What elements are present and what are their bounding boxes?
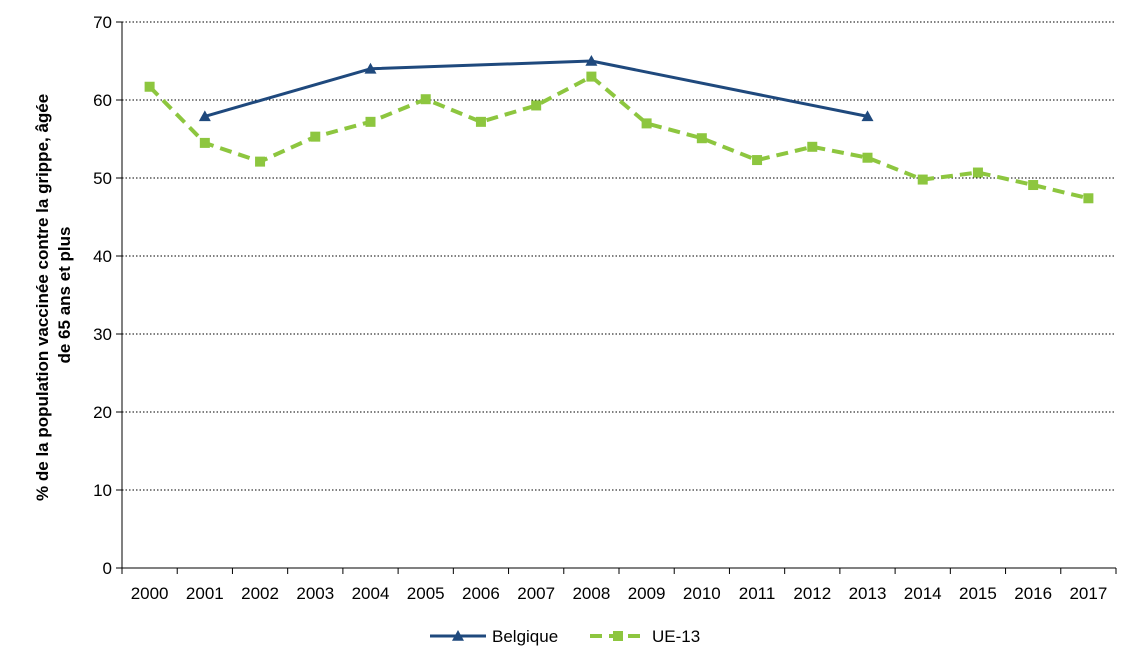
series-2-point-2007 xyxy=(531,100,542,111)
series-1-point-2008 xyxy=(585,55,598,66)
y-tick-label-70: 70 xyxy=(93,13,112,32)
series-2-point-2000 xyxy=(144,81,155,92)
legend-swatch-marker-2 xyxy=(613,631,623,641)
x-tick-label-2016: 2016 xyxy=(1014,584,1052,603)
x-tick-label-2012: 2012 xyxy=(793,584,831,603)
y-tick-label-60: 60 xyxy=(93,91,112,110)
y-tick-label-30: 30 xyxy=(93,325,112,344)
x-tick-label-2001: 2001 xyxy=(186,584,224,603)
series-2-point-2002 xyxy=(255,156,266,167)
x-tick-label-2009: 2009 xyxy=(628,584,666,603)
series-1-point-2001 xyxy=(198,110,211,122)
y-tick-label-40: 40 xyxy=(93,247,112,266)
x-tick-label-2013: 2013 xyxy=(849,584,887,603)
x-tick-label-2005: 2005 xyxy=(407,584,445,603)
y-axis-label: % de la population vaccinée contre la gr… xyxy=(33,89,74,501)
series-2-point-2005 xyxy=(420,94,431,105)
series-2 xyxy=(144,71,1094,204)
series-1 xyxy=(198,55,874,122)
gridlines xyxy=(122,21,1116,491)
y-axis-label-line2: de 65 ans et plus xyxy=(55,227,74,364)
x-tick-label-2015: 2015 xyxy=(959,584,997,603)
series-2-point-2016 xyxy=(1028,180,1039,191)
x-tick-label-2008: 2008 xyxy=(572,584,610,603)
x-tick-label-2004: 2004 xyxy=(352,584,390,603)
y-axis-label-line1: % de la population vaccinée contre la gr… xyxy=(33,94,52,501)
x-tick-labels: 2000 2001 2002 2003 2004 2005 2006 2007 2008 2009… xyxy=(131,584,1108,603)
series-1-point-2013 xyxy=(861,110,874,122)
series-2-point-2012 xyxy=(807,141,818,152)
y-tick-labels: 0 10 20 30 40 50 60 70 xyxy=(93,13,112,578)
x-tick-label-2010: 2010 xyxy=(683,584,721,603)
y-tick-label-50: 50 xyxy=(93,169,112,188)
y-tick-label-0: 0 xyxy=(103,559,112,578)
x-tick-label-2006: 2006 xyxy=(462,584,500,603)
legend-swatch-marker-1 xyxy=(452,630,464,641)
y-tick-label-10: 10 xyxy=(93,481,112,500)
x-tick-label-2000: 2000 xyxy=(131,584,169,603)
series-2-point-2008 xyxy=(586,71,597,82)
legend: Belgique UE-13 xyxy=(430,627,700,646)
series-2-point-2011 xyxy=(752,155,763,166)
series-group xyxy=(144,55,1094,204)
series-1-line xyxy=(204,59,868,118)
x-tick-label-2002: 2002 xyxy=(241,584,279,603)
legend-label-2: UE-13 xyxy=(652,627,700,646)
series-2-point-2013 xyxy=(862,152,873,163)
legend-label-1: Belgique xyxy=(492,627,558,646)
axes xyxy=(116,21,1117,574)
series-2-point-2003 xyxy=(310,131,321,142)
series-2-point-2017 xyxy=(1083,193,1094,204)
x-tick-label-2007: 2007 xyxy=(517,584,555,603)
legend-item-1: Belgique xyxy=(430,627,558,646)
series-2-point-2015 xyxy=(972,167,983,178)
series-2-point-2006 xyxy=(475,116,486,127)
x-tick-label-2003: 2003 xyxy=(296,584,334,603)
x-tick-label-2017: 2017 xyxy=(1069,584,1107,603)
legend-item-2: UE-13 xyxy=(590,627,700,646)
y-tick-label-20: 20 xyxy=(93,403,112,422)
series-2-point-2001 xyxy=(199,137,210,148)
series-2-point-2014 xyxy=(917,174,928,185)
series-2-point-2009 xyxy=(641,118,652,129)
series-1-point-2004 xyxy=(364,62,377,74)
x-tick-label-2014: 2014 xyxy=(904,584,942,603)
series-2-line xyxy=(148,74,1089,201)
series-2-point-2010 xyxy=(696,133,707,144)
series-2-point-2004 xyxy=(365,116,376,127)
x-tick-label-2011: 2011 xyxy=(739,584,776,603)
